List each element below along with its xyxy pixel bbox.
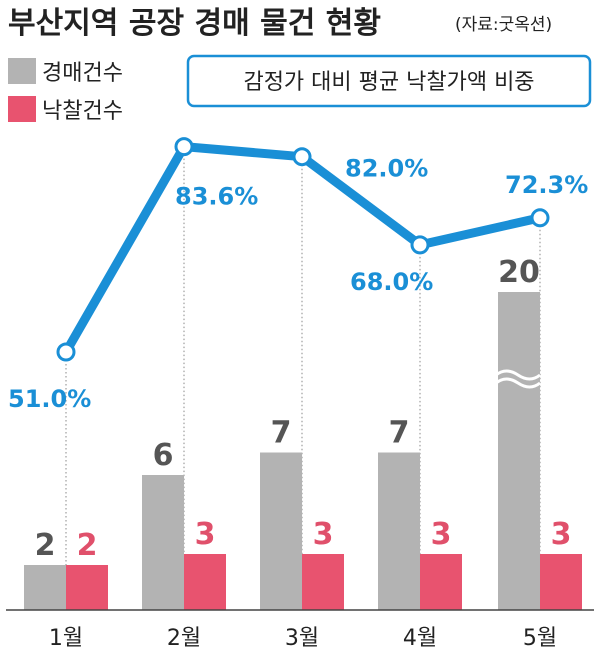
bar-label-sold: 3: [195, 517, 216, 552]
line-point: [56, 342, 76, 362]
category-label: 1월: [49, 626, 83, 651]
bar-auction: [498, 292, 540, 610]
bar-sold: [302, 554, 344, 610]
category-label: 2월: [167, 626, 201, 651]
bar-label-auction: 7: [271, 416, 292, 451]
bar-label-sold: 3: [551, 517, 572, 552]
bar-sold: [184, 554, 226, 610]
percent-label: 68.0%: [350, 268, 433, 296]
legend-label-auction: 경매건수: [42, 61, 123, 86]
category-label: 5월: [523, 626, 557, 651]
legend-swatch-sold: [8, 96, 36, 122]
line-point: [410, 235, 430, 255]
line-path: [61, 142, 545, 357]
bar-sold: [66, 565, 108, 610]
bar-label-sold: 2: [77, 528, 98, 563]
bar-label-auction: 2: [35, 528, 56, 563]
line-point: [174, 137, 194, 157]
bar-label-sold: 3: [313, 517, 334, 552]
bar-label-auction: 20: [498, 255, 540, 290]
percent-label: 82.0%: [345, 155, 428, 183]
bar-auction: [378, 452, 420, 610]
guide-lines: [65, 146, 541, 610]
bar-labels: 2 2 6 3 7 3 7 3 20 3: [35, 255, 572, 563]
chart-source: (자료:굿옥션): [455, 15, 552, 35]
category-label: 4월: [403, 626, 437, 651]
axis-break-mark: [495, 369, 541, 381]
percent-label: 51.0%: [8, 385, 91, 413]
bars: [24, 292, 582, 610]
percent-label: 83.6%: [175, 183, 258, 211]
line-series: [56, 137, 550, 362]
line-legend-box: [186, 54, 592, 108]
percent-label: 72.3%: [505, 171, 588, 199]
line-legend-label: 감정가 대비 평균 낙찰가액 비중: [243, 70, 534, 95]
chart-title: 부산지역 공장 경매 물건 현황: [8, 6, 381, 41]
bar-auction: [260, 452, 302, 610]
bar-sold: [420, 554, 462, 610]
bar-auction: [142, 475, 184, 610]
category-labels: 1월 2월 3월 4월 5월: [49, 626, 557, 651]
legend-swatch-auction: [8, 58, 36, 84]
bar-label-auction: 6: [153, 438, 174, 473]
axis-break-mark: [495, 377, 541, 389]
category-label: 3월: [285, 626, 319, 651]
line-point: [530, 208, 550, 228]
line-point: [292, 147, 312, 167]
bar-label-auction: 7: [389, 416, 410, 451]
bar-label-sold: 3: [431, 517, 452, 552]
bar-auction: [24, 565, 66, 610]
legend-label-sold: 낙찰건수: [42, 99, 123, 124]
percent-labels: 51.0% 83.6% 82.0% 68.0% 72.3%: [8, 155, 588, 413]
bar-sold: [540, 554, 582, 610]
